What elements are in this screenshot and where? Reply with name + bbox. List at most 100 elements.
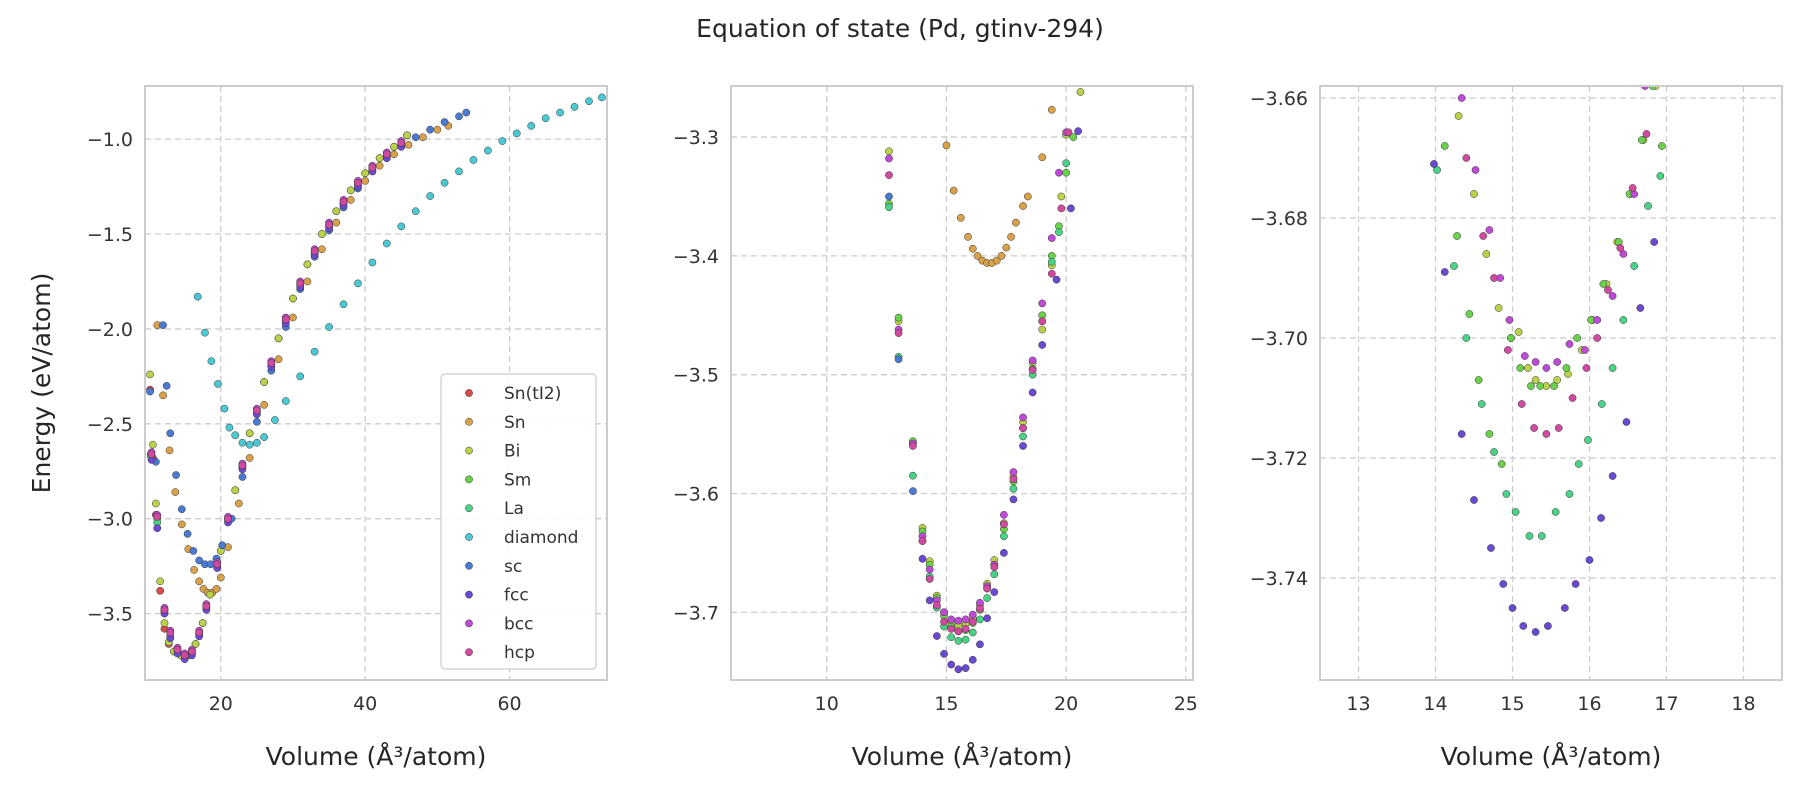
data-point [1062,159,1070,168]
data-point [146,387,154,396]
data-point [433,125,442,134]
data-point [1582,364,1591,372]
data-point [289,313,297,322]
data-point [303,277,312,286]
data-point [1074,127,1082,135]
data-point [1537,532,1546,540]
data-point [1524,364,1532,372]
data-point [940,617,948,626]
data-point [885,154,893,163]
data-point [1009,468,1018,476]
data-point [198,619,207,627]
legend-box [440,373,597,670]
data-point [1482,250,1491,258]
data-point [361,177,370,185]
data-point [1542,364,1551,372]
data-point [1561,604,1569,612]
data-point [1069,133,1078,141]
data-point [455,167,463,176]
data-point [1457,430,1466,438]
data-point [1531,376,1540,384]
data-point [1000,520,1008,529]
x-tick-label: 20 [209,693,233,715]
y-tick-label: −1.5 [87,224,133,246]
data-point [973,252,982,260]
data-point [147,450,156,459]
data-point [1565,340,1574,348]
data-point [961,615,970,624]
data-point [1658,142,1666,150]
data-point [260,433,268,441]
y-tick-label: −3.5 [87,604,133,626]
data-point [968,610,977,619]
data-point [1000,511,1008,519]
y-tick-label: −1.0 [87,129,133,151]
legend-label: diamond [504,528,578,548]
legend-label: sc [504,557,522,577]
data-point [368,258,377,267]
data-point [933,601,941,610]
series-diamond [193,93,606,449]
data-point [1553,358,1562,366]
series-la [885,159,1070,645]
data-point [296,372,305,381]
series-hcp [147,139,406,660]
data-point [1038,299,1047,308]
data-point [947,633,956,642]
data-point [947,625,956,633]
data-point [1504,346,1512,354]
legend-marker [465,417,473,426]
series-sm [885,133,1078,636]
data-point [990,570,999,579]
data-point [997,252,1006,260]
data-point [180,651,189,660]
series-sm [146,139,406,660]
data-point [942,141,951,150]
data-point [1502,490,1511,498]
data-point [318,230,326,238]
data-point [160,605,169,614]
data-point [1487,544,1495,552]
data-point [346,186,355,195]
data-point [1471,166,1480,174]
markers [885,88,1085,674]
data-point [1581,346,1589,354]
data-point [296,279,305,288]
data-point [1494,304,1503,312]
data-point [885,171,893,179]
data-point [1507,334,1515,342]
data-point [964,233,972,241]
y-tick-label: −3.74 [1250,568,1308,590]
legend-marker [465,619,473,628]
data-point [894,313,903,322]
data-point [983,584,991,593]
data-point [1519,622,1528,630]
data-point [339,300,348,309]
data-point [404,140,413,149]
data-point [310,347,319,356]
data-point [1485,430,1494,438]
data-point [390,150,398,159]
data-point [484,146,492,155]
data-point [1505,316,1514,324]
data-point [153,512,162,521]
data-point [1019,432,1027,441]
data-point [238,438,247,447]
data-point [1650,238,1659,246]
data-point [201,328,209,337]
data-point [253,406,261,415]
series-sc [885,192,917,495]
data-point [1593,316,1602,324]
y-tick-label: −3.4 [673,246,719,268]
data-point [218,541,227,550]
data-point [1520,352,1529,360]
data-point [885,147,893,156]
data-point [1642,130,1651,138]
series-sm [1440,86,1666,468]
data-point [885,192,893,201]
data-point [1028,366,1037,374]
data-point [165,446,174,455]
data-point [1007,233,1015,241]
data-point [238,473,247,481]
data-point [162,381,171,390]
